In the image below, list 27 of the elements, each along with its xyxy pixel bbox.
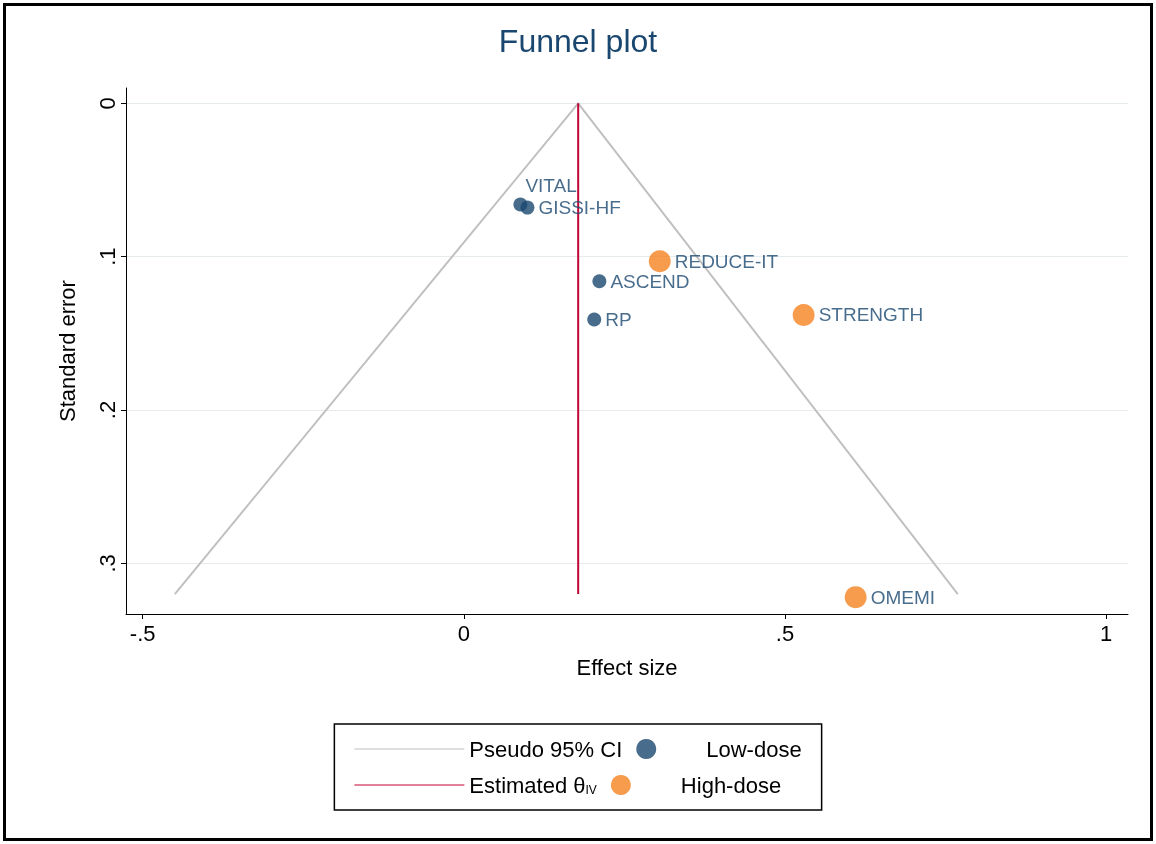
point	[648, 250, 671, 273]
y-tick-label: .2	[94, 400, 120, 420]
legend-label: Pseudo 95% CI	[469, 736, 623, 762]
data-label: ASCEND	[610, 270, 690, 292]
x-axis-title: Effect size	[576, 654, 678, 680]
legend-label: High-dose	[680, 772, 782, 798]
point	[844, 586, 867, 609]
x-tick-label: -.5	[129, 620, 156, 646]
y-tick-label: 0	[94, 97, 120, 110]
y-tick-label: .1	[94, 247, 120, 266]
chart-title: Funnel plot	[498, 23, 658, 59]
data-label: VITAL	[525, 174, 577, 196]
point	[792, 303, 815, 326]
x-tick-label: 0	[457, 620, 470, 646]
y-axis-title: Standard error	[54, 280, 80, 422]
data-label: OMEMI	[870, 586, 936, 608]
data-label: RP	[605, 309, 632, 331]
x-tick-label: .5	[775, 620, 795, 646]
x-tick-label: 1	[1100, 620, 1113, 646]
y-tick-label: .3	[94, 554, 120, 573]
data-label: STRENGTH	[818, 304, 924, 326]
legend-label: Low-dose	[706, 736, 802, 762]
data-label: REDUCE-IT	[674, 250, 779, 272]
point	[587, 312, 602, 327]
legend-label: Estimated θIV	[469, 772, 597, 798]
point	[520, 200, 535, 215]
point	[592, 274, 607, 289]
